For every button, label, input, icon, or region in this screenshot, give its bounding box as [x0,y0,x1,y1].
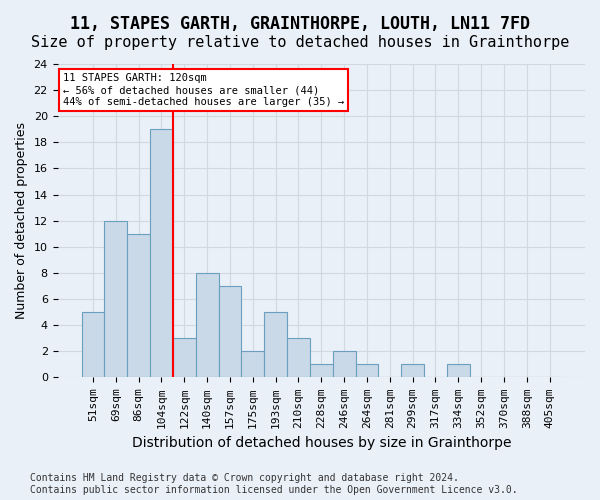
Bar [173,338,196,378]
Bar [196,273,218,378]
Bar [104,220,127,378]
Bar [82,312,104,378]
Bar [150,130,173,378]
Bar [264,312,287,378]
Text: Contains HM Land Registry data © Crown copyright and database right 2024.
Contai: Contains HM Land Registry data © Crown c… [30,474,518,495]
Bar [127,234,150,378]
Bar [310,364,332,378]
Bar [401,364,424,378]
X-axis label: Distribution of detached houses by size in Grainthorpe: Distribution of detached houses by size … [131,436,511,450]
Bar [356,364,379,378]
Bar [241,352,264,378]
Bar [447,364,470,378]
Bar [287,338,310,378]
Bar [332,352,356,378]
Text: 11, STAPES GARTH, GRAINTHORPE, LOUTH, LN11 7FD: 11, STAPES GARTH, GRAINTHORPE, LOUTH, LN… [70,15,530,33]
Y-axis label: Number of detached properties: Number of detached properties [15,122,28,319]
Text: Size of property relative to detached houses in Grainthorpe: Size of property relative to detached ho… [31,35,569,50]
Text: 11 STAPES GARTH: 120sqm
← 56% of detached houses are smaller (44)
44% of semi-de: 11 STAPES GARTH: 120sqm ← 56% of detache… [63,74,344,106]
Bar [218,286,241,378]
